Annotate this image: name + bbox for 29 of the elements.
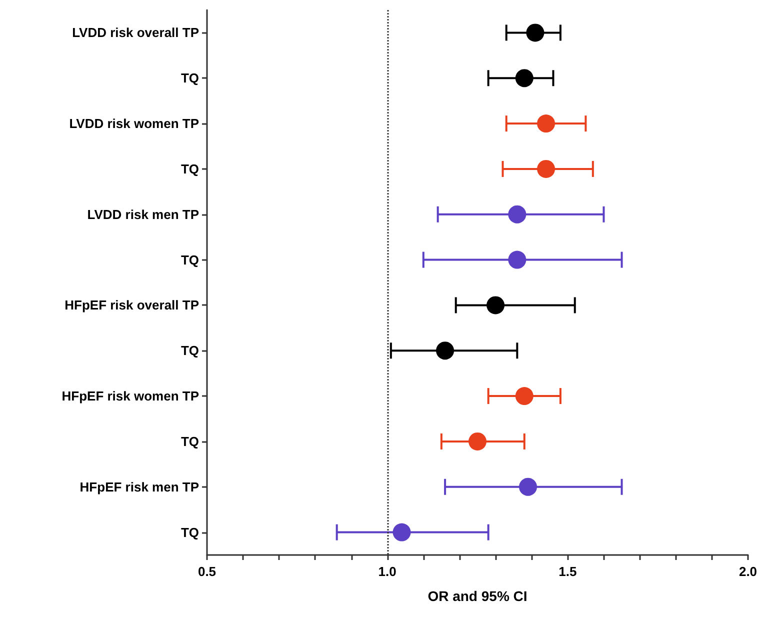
- y-tick-label: HFpEF risk women TP: [62, 388, 200, 404]
- y-tick-label: TQ: [180, 161, 199, 176]
- point: [537, 160, 556, 178]
- x-tick-label: 1.5: [558, 564, 577, 579]
- text: 1.0: [378, 564, 396, 579]
- point: [519, 478, 537, 496]
- point: [537, 114, 556, 133]
- point: [508, 250, 526, 269]
- point: [392, 523, 411, 542]
- y-tick-label: TQ: [180, 70, 199, 86]
- y-tick-label: TQ: [180, 343, 199, 358]
- x-axis-title: OR and 95% CI: [428, 588, 528, 604]
- y-tick-label: TQ: [180, 524, 199, 540]
- y-tick-label: HFpEF risk overall TP: [64, 298, 200, 313]
- x-tick-label: 0.5: [198, 564, 216, 579]
- point: [508, 205, 526, 224]
- y-tick-label: LVDD risk men TP: [87, 206, 200, 222]
- point: [515, 387, 534, 406]
- text: 2.0: [738, 564, 758, 579]
- point: [468, 432, 486, 450]
- y-tick-label: TQ: [180, 434, 199, 449]
- point: [436, 342, 454, 360]
- y-tick-label: HFpEF risk men TP: [80, 479, 200, 494]
- point: [486, 296, 505, 314]
- point: [515, 69, 534, 88]
- y-tick-label: TQ: [180, 252, 199, 268]
- y-tick-label: LVDD risk women TP: [69, 116, 200, 132]
- point: [526, 24, 544, 42]
- y-tick-label: LVDD risk overall TP: [72, 25, 200, 40]
